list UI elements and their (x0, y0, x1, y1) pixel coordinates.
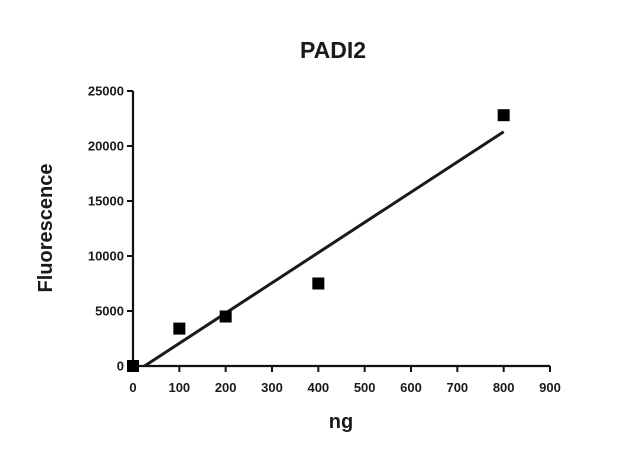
y-axis-label: Fluorescence (35, 164, 57, 293)
x-tick-label-400: 400 (307, 380, 329, 395)
data-point-200 (219, 310, 232, 323)
y-tick-label-25000: 25000 (88, 84, 124, 99)
x-tick-label-200: 200 (215, 380, 237, 395)
data-points (127, 109, 510, 372)
y-tick-label-0: 0 (117, 359, 124, 374)
fit-line-group (143, 130, 505, 368)
x-tick-label-600: 600 (400, 380, 422, 395)
x-tick-label-300: 300 (261, 380, 283, 395)
y-tick-label-20000: 20000 (88, 139, 124, 154)
chart-title: PADI2 (300, 37, 366, 63)
data-point-800 (497, 109, 510, 122)
y-tick-label-15000: 15000 (88, 194, 124, 209)
y-axis: 0 5000 10000 15000 20000 25000 (88, 84, 133, 374)
x-tick-label-100: 100 (168, 380, 190, 395)
x-axis: 0 100 200 300 400 500 600 700 800 900 (129, 366, 561, 395)
plot-area: 0 5000 10000 15000 20000 25000 0 100 200 300 400 5… (88, 84, 561, 396)
x-tick-label-500: 500 (354, 380, 376, 395)
y-tick-label-10000: 10000 (88, 249, 124, 264)
data-point-100 (173, 322, 186, 335)
x-tick-label-700: 700 (446, 380, 468, 395)
y-tick-label-5000: 5000 (95, 304, 124, 319)
x-tick-label-900: 900 (539, 380, 561, 395)
data-point-0 (127, 360, 139, 372)
fit-line (143, 130, 505, 368)
x-tick-label-0: 0 (129, 380, 136, 395)
data-point-400 (312, 277, 325, 290)
x-axis-label: ng (329, 411, 353, 433)
x-tick-label-800: 800 (493, 380, 515, 395)
